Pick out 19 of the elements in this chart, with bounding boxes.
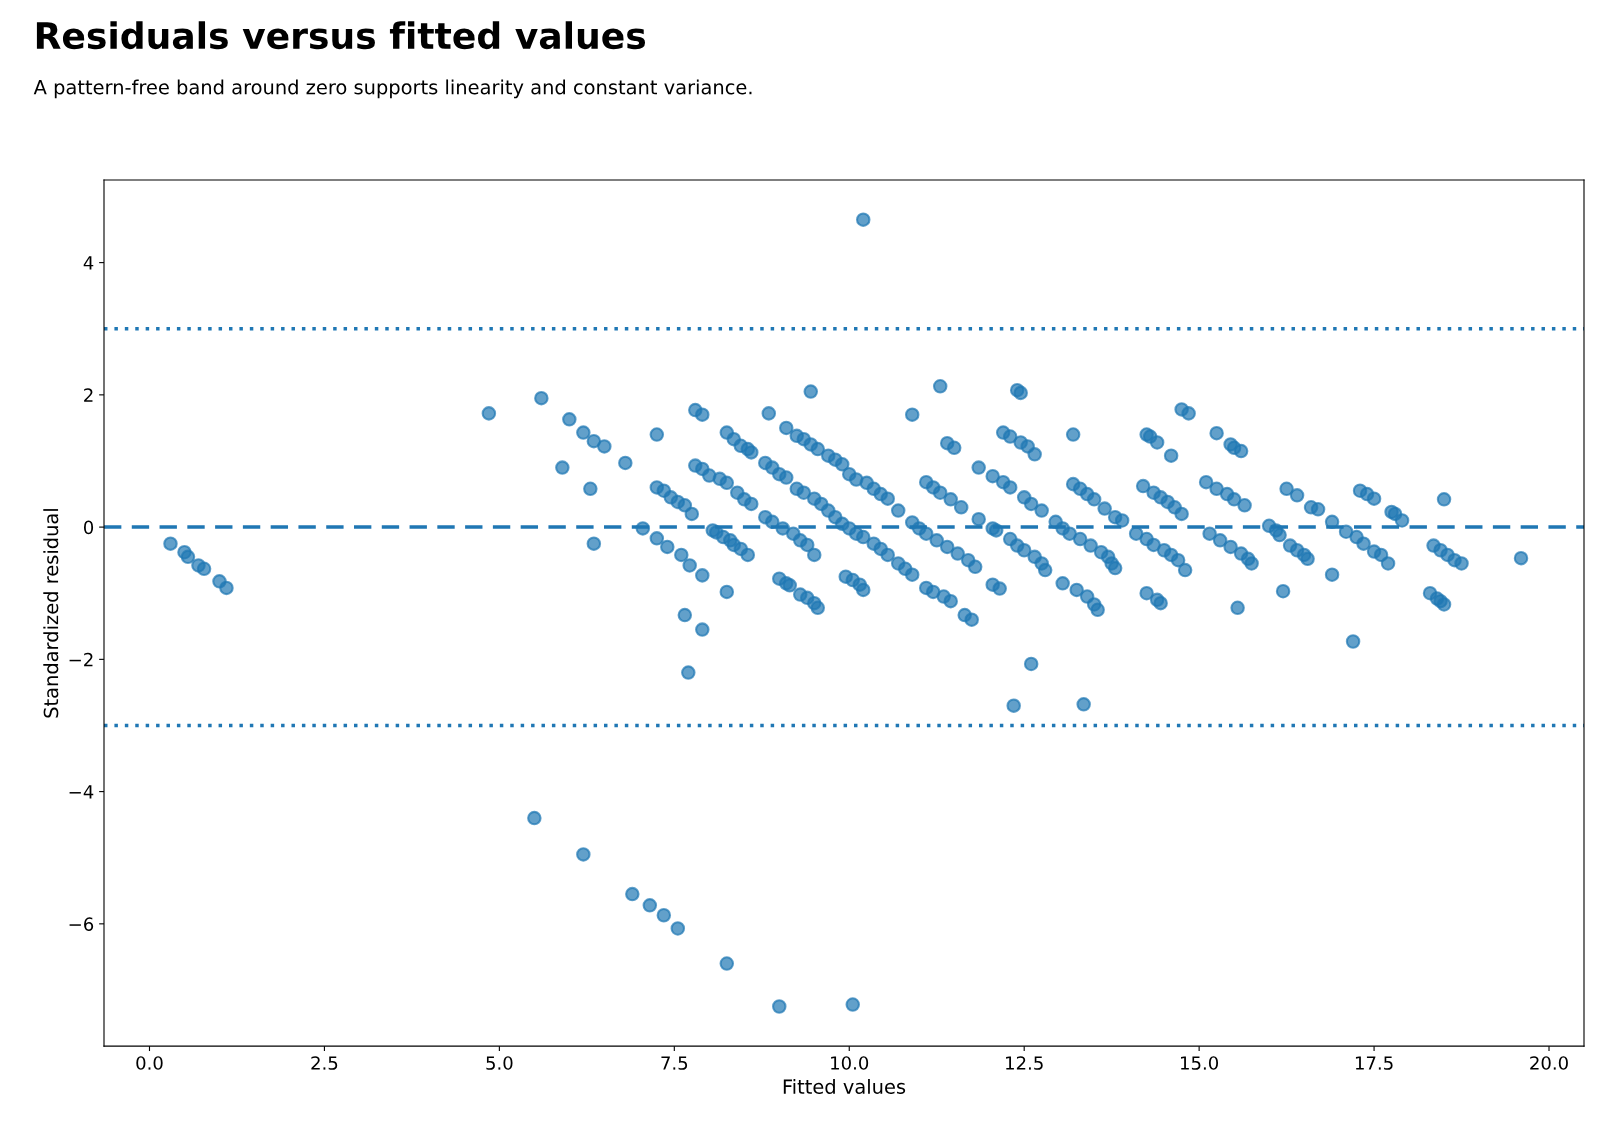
y-tick-label: 4 (83, 256, 94, 270)
x-tick-label: 15.0 (1181, 1056, 1219, 1070)
chart-subtitle: A pattern-free band around zero supports linearity and constant variance. (33, 79, 752, 99)
x-tick-label: 0.0 (136, 1056, 163, 1070)
y-tick-label: 0 (83, 520, 94, 535)
x-tick-label: 12.5 (1006, 1056, 1043, 1070)
x-tick-label: 5.0 (486, 1056, 513, 1070)
x-tick-label: 10.0 (831, 1056, 869, 1070)
y-axis-title: Standardized residual (43, 509, 59, 718)
x-axis-title: Fitted values (783, 1078, 906, 1094)
y-tick-label: 2 (84, 388, 93, 402)
x-tick-label: 2.5 (311, 1056, 338, 1070)
chart-title: Residuals versus fitted values (36, 21, 646, 50)
x-tick-label: 17.5 (1355, 1056, 1393, 1070)
x-tick-label: 7.5 (661, 1056, 688, 1070)
y-tick-label: −6 (69, 917, 94, 931)
x-tick-label: 20.0 (1530, 1056, 1568, 1070)
y-tick-label: −4 (69, 785, 94, 799)
y-tick-label: −2 (69, 652, 93, 667)
